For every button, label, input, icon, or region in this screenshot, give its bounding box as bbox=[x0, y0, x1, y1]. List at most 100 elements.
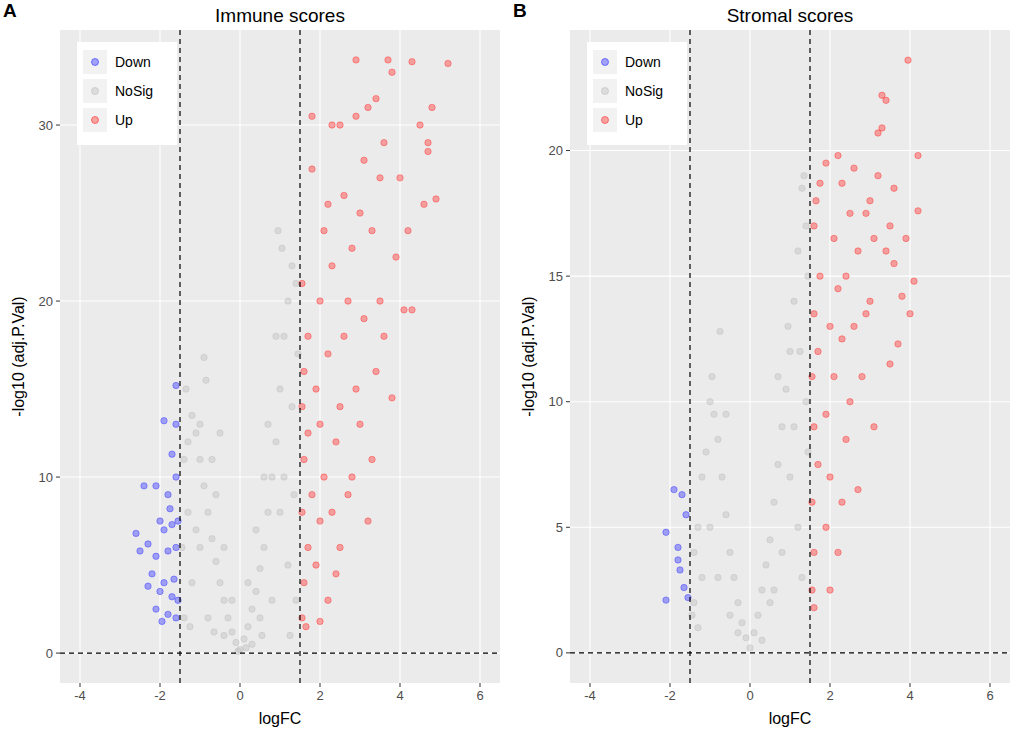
legend-key bbox=[83, 79, 107, 103]
point bbox=[173, 421, 179, 427]
point bbox=[289, 403, 295, 409]
point bbox=[677, 567, 683, 573]
point bbox=[193, 527, 199, 533]
tick-label: 10 bbox=[549, 394, 563, 409]
point bbox=[891, 260, 897, 266]
point bbox=[817, 180, 823, 186]
legend-label: Down bbox=[625, 54, 661, 70]
point bbox=[217, 430, 223, 436]
point bbox=[675, 557, 681, 563]
point bbox=[797, 348, 803, 354]
title: Immune scores bbox=[215, 5, 345, 26]
point bbox=[225, 615, 231, 621]
legend-box bbox=[77, 42, 177, 145]
point bbox=[341, 192, 347, 198]
tick bbox=[80, 683, 81, 687]
point bbox=[759, 587, 765, 593]
point bbox=[915, 208, 921, 214]
panel-label: A bbox=[3, 0, 17, 21]
point bbox=[153, 606, 159, 612]
title: Stromal scores bbox=[727, 5, 854, 26]
point bbox=[727, 549, 733, 555]
point bbox=[795, 248, 801, 254]
y-axis-label: -log10 (adj.P.Val) bbox=[520, 296, 537, 416]
point bbox=[189, 579, 195, 585]
point bbox=[779, 424, 785, 430]
point bbox=[377, 298, 383, 304]
point bbox=[409, 58, 415, 64]
point bbox=[313, 562, 319, 568]
tick bbox=[830, 683, 831, 687]
tick-label: 0 bbox=[556, 645, 563, 660]
point bbox=[341, 333, 347, 339]
point bbox=[891, 185, 897, 191]
point bbox=[189, 412, 195, 418]
tick-label: 6 bbox=[986, 688, 993, 703]
tick bbox=[160, 683, 161, 687]
tick bbox=[400, 683, 401, 687]
point bbox=[303, 623, 309, 629]
point bbox=[187, 623, 193, 629]
grid-line bbox=[60, 477, 500, 478]
point bbox=[229, 629, 235, 635]
point bbox=[161, 579, 167, 585]
tick bbox=[56, 125, 60, 126]
point bbox=[285, 562, 291, 568]
point bbox=[397, 175, 403, 181]
point bbox=[261, 474, 267, 480]
point bbox=[373, 95, 379, 101]
point bbox=[715, 436, 721, 442]
point bbox=[843, 273, 849, 279]
point bbox=[907, 311, 913, 317]
y-axis-label: -log10 (adj.P.Val) bbox=[10, 296, 27, 416]
point bbox=[345, 491, 351, 497]
point bbox=[329, 122, 335, 128]
tick-label: -2 bbox=[154, 688, 166, 703]
grid-line bbox=[319, 30, 320, 683]
tick-label: -4 bbox=[74, 688, 86, 703]
point bbox=[751, 630, 757, 636]
point bbox=[291, 491, 297, 497]
legend-label: Up bbox=[625, 112, 643, 128]
grid-line bbox=[570, 401, 1010, 402]
point bbox=[887, 361, 893, 367]
point bbox=[279, 245, 285, 251]
point bbox=[221, 632, 227, 638]
point bbox=[703, 449, 709, 455]
point bbox=[173, 382, 179, 388]
point bbox=[679, 491, 685, 497]
point bbox=[823, 411, 829, 417]
point bbox=[417, 122, 423, 128]
point bbox=[209, 456, 215, 462]
point bbox=[799, 574, 805, 580]
threshold-line bbox=[299, 30, 300, 683]
point bbox=[281, 474, 287, 480]
legend: DownNoSigUp bbox=[77, 42, 177, 145]
point bbox=[169, 594, 175, 600]
tick bbox=[566, 276, 570, 277]
point bbox=[409, 307, 415, 313]
point bbox=[831, 235, 837, 241]
grid-line bbox=[749, 30, 750, 683]
point bbox=[203, 377, 209, 383]
point bbox=[855, 248, 861, 254]
tick-label: 15 bbox=[549, 269, 563, 284]
point bbox=[145, 583, 151, 589]
point bbox=[801, 172, 807, 178]
point bbox=[785, 323, 791, 329]
tick-label: 0 bbox=[46, 646, 53, 661]
point bbox=[157, 588, 163, 594]
point bbox=[301, 368, 307, 374]
point bbox=[863, 210, 869, 216]
point bbox=[867, 298, 873, 304]
threshold-line bbox=[60, 652, 500, 653]
point bbox=[265, 509, 271, 515]
point bbox=[767, 599, 773, 605]
point bbox=[321, 474, 327, 480]
point bbox=[787, 474, 793, 480]
point bbox=[851, 165, 857, 171]
point bbox=[197, 456, 203, 462]
legend-label: NoSig bbox=[115, 83, 153, 99]
tick bbox=[590, 683, 591, 687]
point bbox=[205, 615, 211, 621]
